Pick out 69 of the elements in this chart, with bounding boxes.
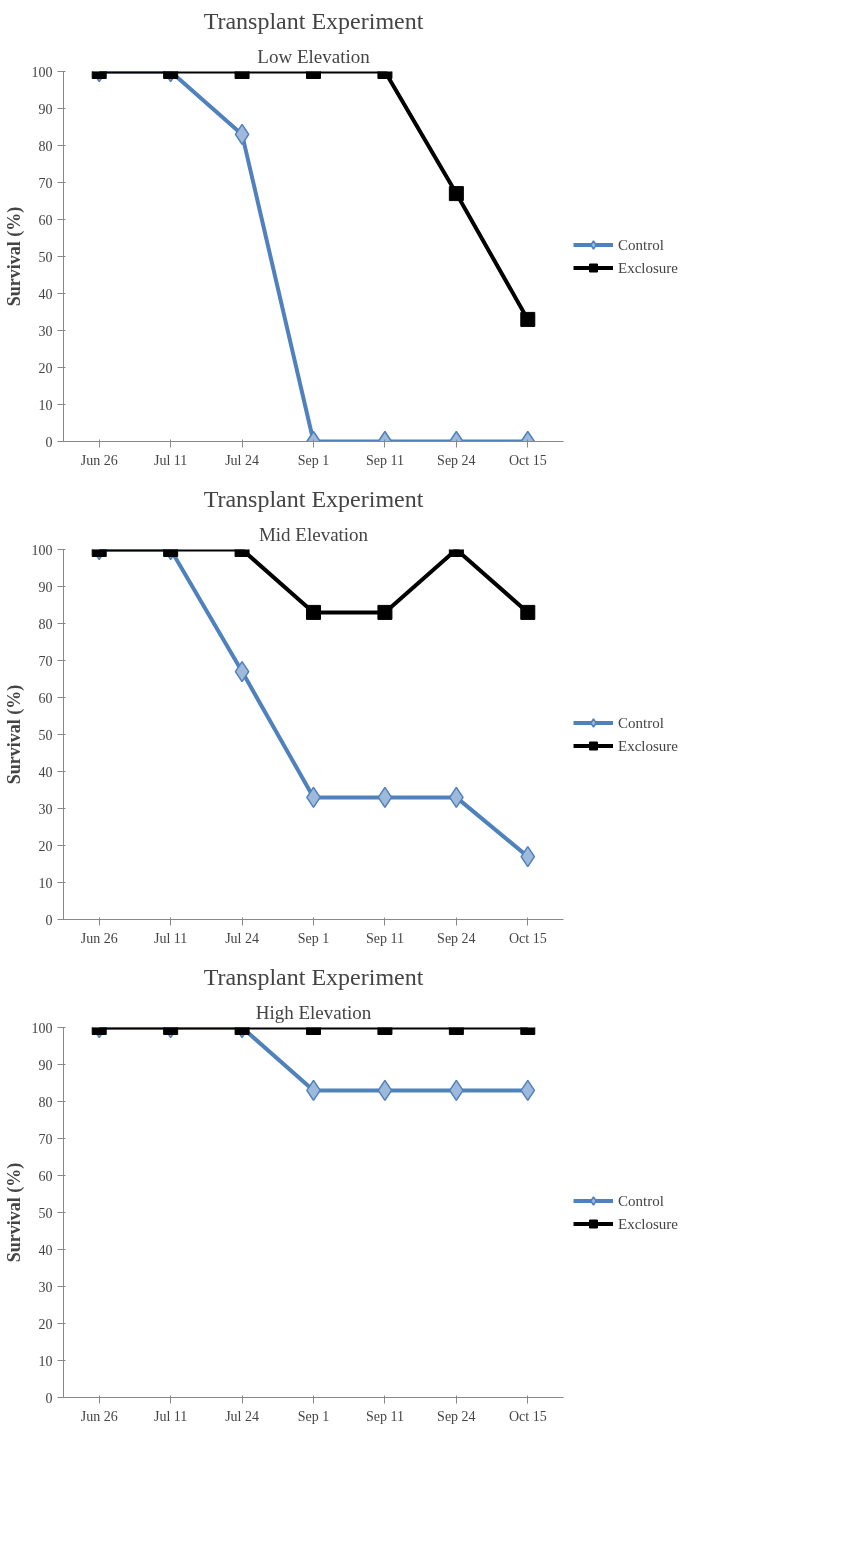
legend-label: Exclosure	[618, 737, 678, 754]
y-tick-label: 30	[38, 323, 53, 339]
x-tick-label: Sep 1	[297, 1408, 330, 1424]
chart-subtitle: High Elevation	[255, 1001, 372, 1023]
x-tick-label: Jun 26	[80, 452, 118, 468]
y-tick-label: 40	[38, 1242, 53, 1258]
y-tick-label: 0	[45, 434, 53, 450]
y-tick-label: 60	[38, 1168, 53, 1184]
y-tick-label: 40	[38, 764, 53, 780]
chart-subtitle: Mid Elevation	[258, 523, 369, 545]
chart-title: Transplant Experiment	[203, 485, 424, 512]
y-tick-label: 80	[38, 1094, 53, 1110]
y-tick-label: 90	[38, 101, 53, 117]
x-tick-label: Jul 11	[153, 930, 188, 946]
x-tick-label: Oct 15	[508, 930, 547, 946]
y-tick-label: 60	[38, 212, 53, 228]
x-tick-label: Oct 15	[508, 452, 547, 468]
x-tick-label: Sep 1	[297, 930, 330, 946]
x-tick-label: Jun 26	[80, 1408, 118, 1424]
y-tick-label: 100	[31, 542, 53, 558]
y-tick-label: 30	[38, 1279, 53, 1295]
legend-label: Exclosure	[618, 1215, 678, 1232]
y-tick-label: 100	[31, 64, 53, 80]
x-tick-label: Jun 26	[80, 930, 118, 946]
x-tick-label: Jul 24	[225, 930, 259, 946]
y-tick-label: 90	[38, 1057, 53, 1073]
x-tick-label: Jul 24	[225, 452, 259, 468]
y-tick-label: 70	[38, 653, 53, 669]
y-tick-label: 30	[38, 801, 53, 817]
x-tick-label: Jul 11	[153, 1408, 188, 1424]
y-tick-label: 40	[38, 286, 53, 302]
legend-label: Control	[618, 714, 664, 731]
y-tick-label: 10	[38, 1353, 53, 1369]
x-tick-label: Sep 11	[365, 452, 404, 468]
x-tick-label: Sep 24	[437, 1408, 476, 1424]
y-tick-label: 100	[31, 1020, 53, 1036]
legend-label: Exclosure	[618, 259, 678, 276]
y-tick-label: 70	[38, 175, 53, 191]
y-tick-label: 90	[38, 579, 53, 595]
y-tick-label: 20	[38, 838, 53, 854]
y-tick-label: 0	[45, 1390, 53, 1406]
y-tick-label: 10	[38, 875, 53, 891]
y-tick-label: 20	[38, 360, 53, 376]
x-tick-label: Oct 15	[508, 1408, 547, 1424]
x-tick-label: Sep 11	[365, 1408, 404, 1424]
y-tick-label: 50	[38, 727, 53, 743]
legend-label: Control	[618, 1192, 664, 1209]
y-tick-label: 70	[38, 1131, 53, 1147]
y-tick-label: 0	[45, 912, 53, 928]
y-tick-label: 80	[38, 138, 53, 154]
y-tick-label: 50	[38, 249, 53, 265]
y-tick-label: 10	[38, 397, 53, 413]
x-tick-label: Jul 11	[153, 452, 188, 468]
y-axis-title: Survival (%)	[3, 1162, 25, 1263]
chart-title: Transplant Experiment	[203, 7, 424, 34]
x-tick-label: Sep 24	[437, 930, 476, 946]
y-tick-label: 20	[38, 1316, 53, 1332]
chart-subtitle: Low Elevation	[257, 45, 371, 67]
y-tick-label: 80	[38, 616, 53, 632]
x-tick-label: Sep 24	[437, 452, 476, 468]
x-tick-label: Jul 24	[225, 1408, 259, 1424]
legend-label: Control	[618, 236, 664, 253]
y-tick-label: 50	[38, 1205, 53, 1221]
y-tick-label: 60	[38, 690, 53, 706]
x-tick-label: Sep 11	[365, 930, 404, 946]
y-axis-title: Survival (%)	[3, 684, 25, 785]
chart-title: Transplant Experiment	[203, 963, 424, 990]
y-axis-title: Survival (%)	[3, 206, 25, 307]
x-tick-label: Sep 1	[297, 452, 330, 468]
